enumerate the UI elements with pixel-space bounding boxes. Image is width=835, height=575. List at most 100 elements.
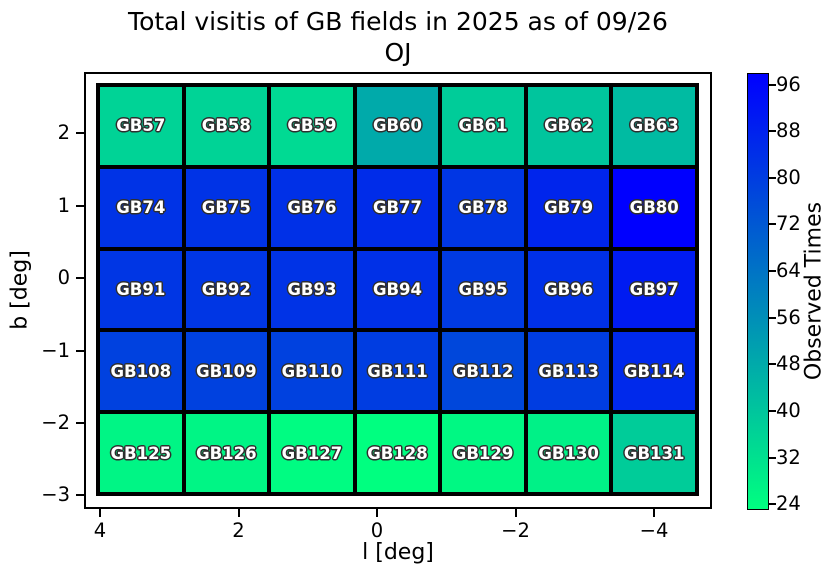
heatmap-cell: GB92 xyxy=(183,248,270,331)
colorbar-tick xyxy=(769,83,776,86)
heatmap-cell: GB125 xyxy=(98,412,184,494)
colorbar-tick-label: 24 xyxy=(776,492,801,516)
heatmap-cell: GB77 xyxy=(354,166,441,249)
heatmap-grid: GB57 GB58 GB59 GB60 GB61 GB62 GB63 GB74 GB75 GB76… xyxy=(96,83,699,496)
heatmap-cell-label: GB114 xyxy=(623,361,685,381)
x-tick-label: 0 xyxy=(370,519,384,542)
heatmap-cell-label: GB77 xyxy=(372,198,423,218)
y-tick xyxy=(76,277,84,279)
colorbar-tick-label: 88 xyxy=(776,119,801,143)
heatmap-cell-label: GB129 xyxy=(452,443,514,463)
heatmap-cell-label: GB111 xyxy=(367,361,428,381)
heatmap-cell-label: GB91 xyxy=(116,279,166,299)
heatmap-cell: GB111 xyxy=(354,330,441,413)
x-tick xyxy=(514,509,517,517)
heatmap-cell: GB80 xyxy=(611,166,697,249)
heatmap-cell: GB57 xyxy=(98,85,184,167)
colorbar-tick-label: 80 xyxy=(776,165,801,189)
colorbar-tick xyxy=(769,270,776,273)
heatmap-cell: GB91 xyxy=(98,248,184,331)
colorbar-tick-label: 72 xyxy=(776,212,801,236)
y-tick-label: −2 xyxy=(41,411,70,434)
y-tick-label: −3 xyxy=(41,483,70,506)
colorbar-tick-label: 96 xyxy=(776,72,801,96)
heatmap-cell-label: GB131 xyxy=(623,443,685,463)
x-tick xyxy=(653,509,655,517)
heatmap-cell-label: GB95 xyxy=(458,279,508,299)
chart-title: Total visitis of GB fields in 2025 as of… xyxy=(84,6,712,68)
heatmap-cell: GB110 xyxy=(269,330,355,413)
x-tick xyxy=(99,509,101,517)
colorbar-tick xyxy=(769,316,776,319)
heatmap-cell: GB94 xyxy=(354,248,441,331)
colorbar-tick xyxy=(769,130,776,133)
colorbar-label: Observed Times xyxy=(801,201,827,381)
heatmap-cell: GB130 xyxy=(525,412,612,494)
x-tick-label: 2 xyxy=(232,519,245,542)
heatmap-cell: GB108 xyxy=(98,330,184,413)
heatmap-cell: GB113 xyxy=(525,330,612,413)
heatmap-cell: GB95 xyxy=(440,248,526,331)
heatmap-cell: GB129 xyxy=(440,412,526,494)
y-tick xyxy=(76,132,84,134)
colorbar-tick xyxy=(769,176,776,179)
heatmap-cell: GB126 xyxy=(183,412,270,494)
colorbar-tick xyxy=(769,409,776,412)
heatmap-cell-label: GB60 xyxy=(372,116,423,136)
heatmap-cell: GB112 xyxy=(440,330,526,413)
heatmap-cell-label: GB127 xyxy=(281,443,343,463)
heatmap-cell-label: GB125 xyxy=(110,443,172,463)
x-tick-label: −4 xyxy=(639,519,669,542)
colorbar-tick xyxy=(769,223,776,226)
heatmap-cell-label: GB130 xyxy=(538,443,599,463)
heatmap-cell-label: GB57 xyxy=(116,116,166,136)
plot-area: GB57 GB58 GB59 GB60 GB61 GB62 GB63 GB74 GB75 GB76… xyxy=(84,72,712,509)
y-tick xyxy=(76,349,84,352)
x-tick xyxy=(376,509,378,517)
heatmap-cell: GB78 xyxy=(440,166,526,249)
heatmap-cell-label: GB79 xyxy=(544,198,594,218)
heatmap-cell: GB76 xyxy=(269,166,355,249)
y-tick xyxy=(76,422,84,424)
heatmap-cell: GB96 xyxy=(525,248,612,331)
colorbar-tick xyxy=(769,456,776,459)
heatmap-cell: GB93 xyxy=(269,248,355,331)
y-tick-label: 1 xyxy=(57,193,70,217)
heatmap-cell-label: GB113 xyxy=(538,361,599,381)
heatmap-cell-label: GB61 xyxy=(458,116,508,136)
colorbar-tick-label: 48 xyxy=(776,352,801,376)
heatmap-cell-label: GB80 xyxy=(629,198,679,218)
heatmap-cell-label: GB112 xyxy=(452,361,514,381)
heatmap-cell-label: GB126 xyxy=(196,443,257,463)
heatmap-cell: GB63 xyxy=(611,85,697,167)
heatmap-cell: GB109 xyxy=(183,330,270,413)
heatmap-cell-label: GB97 xyxy=(629,279,679,299)
heatmap-cell-label: GB128 xyxy=(367,443,428,463)
heatmap-cell-label: GB110 xyxy=(281,361,343,381)
colorbar-tick xyxy=(769,503,776,506)
heatmap-cell: GB62 xyxy=(525,85,612,167)
heatmap-cell: GB58 xyxy=(183,85,270,167)
x-tick xyxy=(237,509,240,517)
heatmap-cell: GB97 xyxy=(611,248,697,331)
x-tick-label: −2 xyxy=(501,519,530,542)
chart-title-line1: Total visitis of GB fields in 2025 as of… xyxy=(128,7,668,36)
heatmap-cell-label: GB62 xyxy=(544,116,594,136)
heatmap-cell-label: GB108 xyxy=(110,361,172,381)
y-tick xyxy=(76,204,84,207)
heatmap-cell: GB75 xyxy=(183,166,270,249)
x-axis-label: l [deg] xyxy=(362,540,434,565)
heatmap-cell: GB74 xyxy=(98,166,184,249)
colorbar-tick-label: 56 xyxy=(776,305,801,329)
heatmap-cell: GB61 xyxy=(440,85,526,167)
colorbar-gradient xyxy=(747,73,769,510)
y-tick-label: 0 xyxy=(57,266,70,289)
heatmap-cell-label: GB58 xyxy=(201,116,251,136)
chart-title-line2: OJ xyxy=(384,38,412,67)
heatmap-cell: GB128 xyxy=(354,412,441,494)
heatmap-cell-label: GB96 xyxy=(544,279,594,299)
colorbar-tick xyxy=(769,363,776,366)
heatmap-cell-label: GB93 xyxy=(287,279,337,299)
heatmap-cell-label: GB63 xyxy=(629,116,679,136)
